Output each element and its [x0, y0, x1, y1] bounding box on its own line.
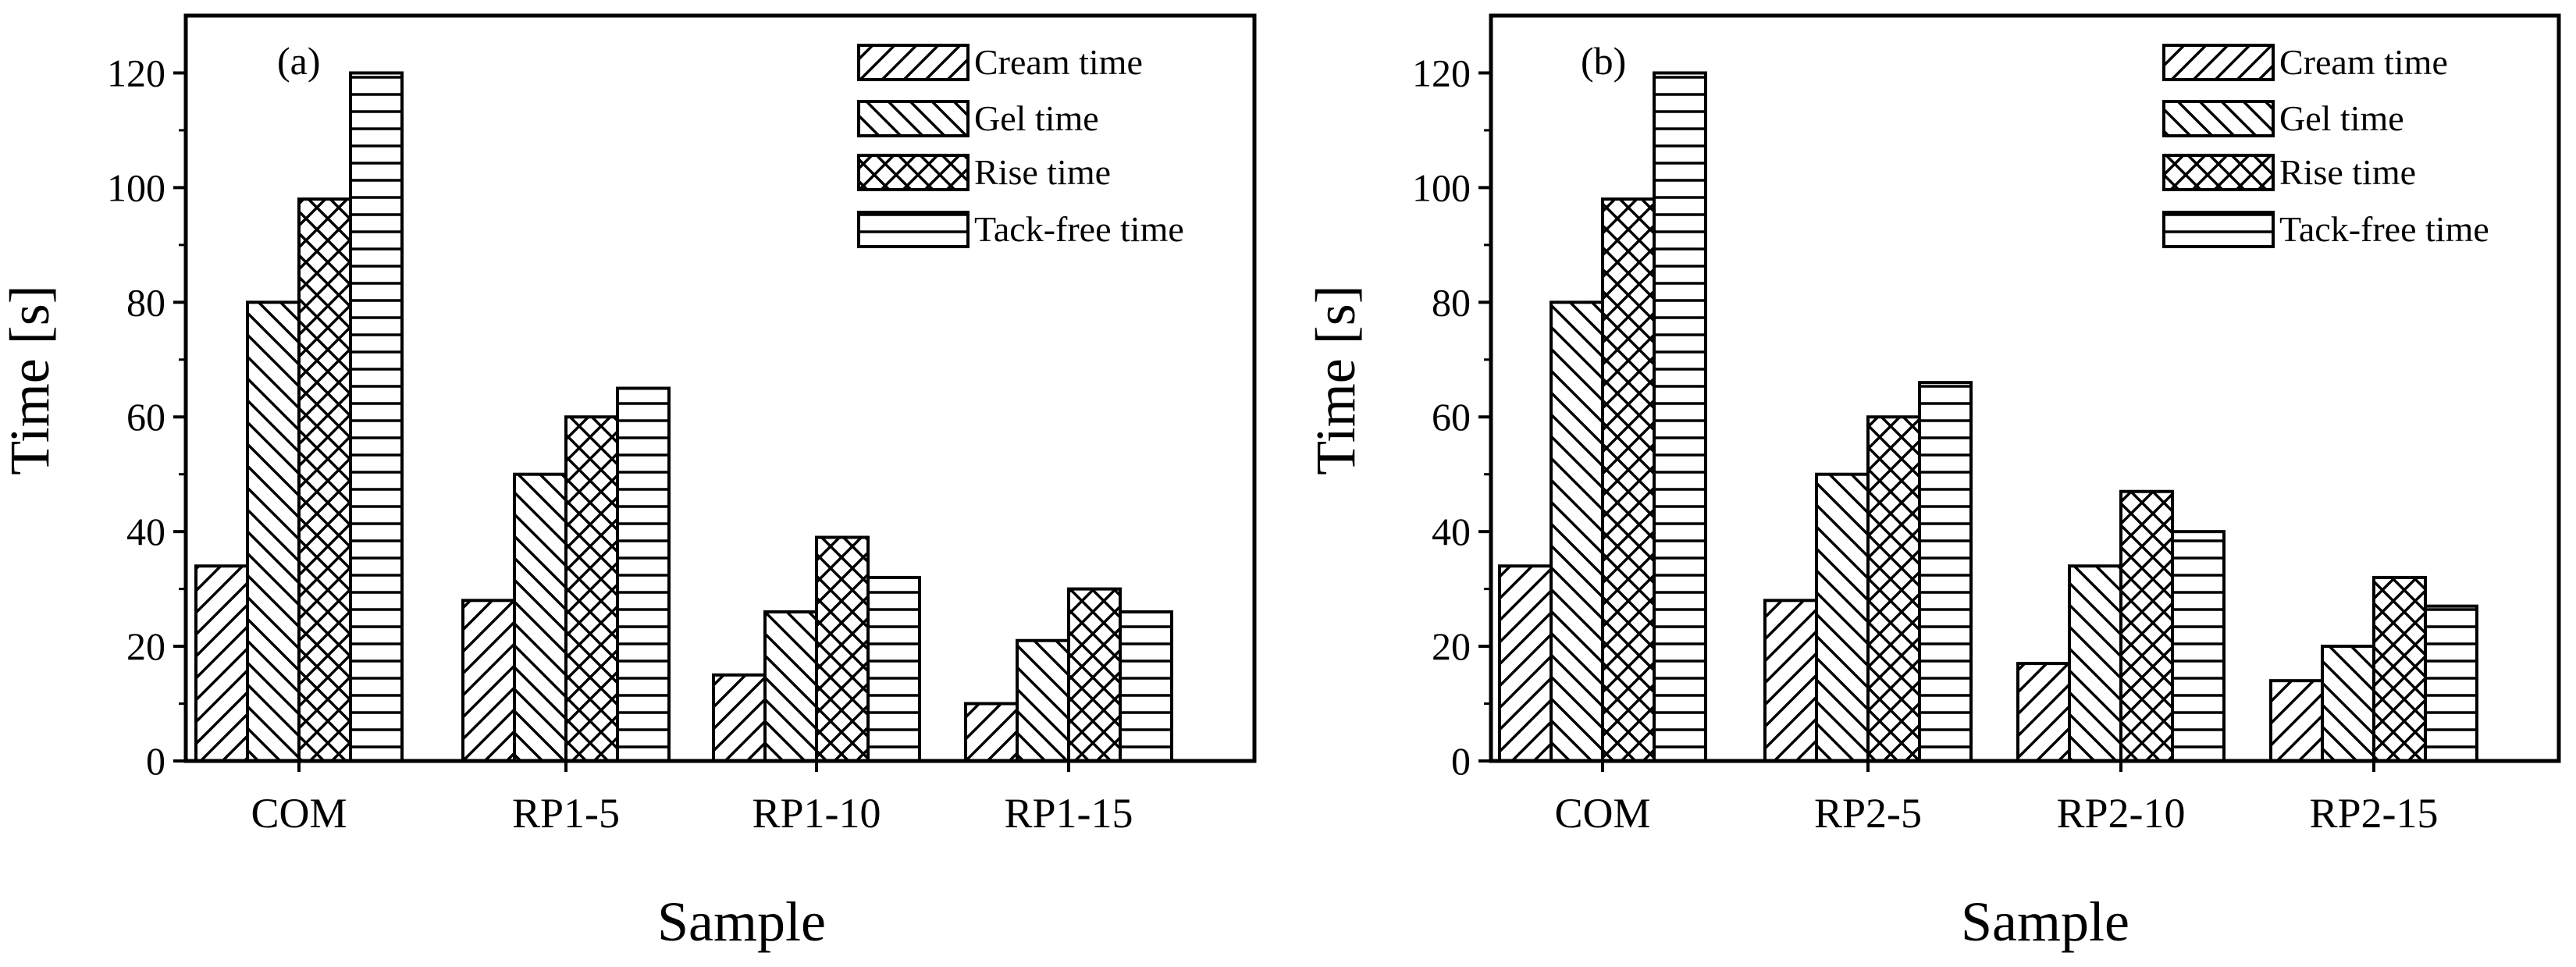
bars — [1498, 71, 2478, 763]
x-tick-label-rp1-5: RP1-5 — [512, 790, 620, 837]
y-tick-label-100: 100 — [1412, 165, 1471, 209]
bar-rp1-15-tack-free-time — [1119, 610, 1173, 763]
y-tick-label-0: 0 — [1451, 739, 1471, 783]
bar-com-cream-time — [1498, 564, 1553, 763]
x-axis-title: Sample — [657, 891, 826, 953]
bar-rp2-15-tack-free-time — [2424, 604, 2478, 763]
y-tick-label-80: 80 — [1432, 280, 1471, 324]
bar-rp1-5-rise-time — [564, 415, 619, 763]
panel-label: (b) — [1581, 39, 1626, 83]
bar-rp1-10-rise-time — [815, 535, 870, 763]
y-tick-label-60: 60 — [1432, 395, 1471, 439]
plot-frame — [183, 13, 1257, 763]
legend-item-tack-free-time: Tack-free time — [2162, 209, 2489, 249]
legend: Cream time Gel time Rise time Tack-free … — [857, 42, 1184, 249]
panel-label: (a) — [277, 39, 321, 83]
bar-com-tack-free-time — [1653, 71, 1707, 763]
legend-label-rise-time: Rise time — [974, 152, 1111, 192]
bar-rp2-5-cream-time — [1763, 599, 1818, 763]
bar-rp1-15-gel-time — [1016, 638, 1070, 763]
bar-rp1-10-cream-time — [712, 673, 767, 763]
bar-rp1-15-cream-time — [964, 702, 1019, 763]
bar-com-cream-time — [194, 564, 249, 763]
legend-item-cream-time: Cream time — [857, 42, 1143, 82]
legend-swatch-cream-time — [2162, 44, 2275, 81]
legend-swatch-cream-time — [857, 44, 970, 81]
y-tick-label-20: 20 — [126, 624, 165, 668]
bar-rp2-10-cream-time — [2016, 662, 2071, 763]
legend-label-rise-time: Rise time — [2279, 152, 2416, 192]
y-tick-label-60: 60 — [126, 395, 165, 439]
x-tick-label-rp1-10: RP1-10 — [752, 790, 881, 837]
bar-rp1-10-gel-time — [763, 610, 818, 763]
y-tick-label-120: 120 — [107, 51, 165, 94]
bar-com-rise-time — [1601, 197, 1656, 763]
legend-swatch-gel-time — [2162, 100, 2275, 137]
bar-rp2-15-cream-time — [2269, 679, 2324, 763]
y-tick-label-0: 0 — [146, 739, 165, 783]
bar-rp1-5-tack-free-time — [616, 386, 671, 763]
y-tick-label-80: 80 — [126, 280, 165, 324]
x-tick-label-rp2-10: RP2-10 — [2056, 790, 2185, 837]
legend-label-gel-time: Gel time — [974, 98, 1099, 138]
legend: Cream time Gel time Rise time Tack-free … — [2162, 42, 2489, 249]
legend-item-rise-time: Rise time — [2162, 152, 2416, 192]
chart-panel-a: Time [s] Sample (a) Cream time Gel time … — [0, 13, 1257, 953]
y-tick-label-20: 20 — [1432, 624, 1471, 668]
legend-label-cream-time: Cream time — [2279, 42, 2448, 82]
plot-frame — [1489, 13, 2561, 763]
bar-rp2-15-gel-time — [2321, 645, 2375, 763]
x-tick-label-rp2-15: RP2-15 — [2309, 790, 2438, 837]
legend-swatch-gel-time — [857, 100, 970, 137]
y-tick-label-40: 40 — [126, 510, 165, 553]
bar-rp2-5-rise-time — [1866, 415, 1921, 763]
y-tick-label-40: 40 — [1432, 510, 1471, 553]
legend-item-rise-time: Rise time — [857, 152, 1111, 192]
legend-item-gel-time: Gel time — [857, 98, 1099, 138]
legend-swatch-rise-time — [2162, 154, 2275, 191]
bar-rp1-15-rise-time — [1067, 587, 1122, 763]
y-axis-title: Time [s] — [1304, 285, 1367, 475]
y-tick-label-100: 100 — [107, 165, 165, 209]
bar-rp2-10-tack-free-time — [2171, 530, 2226, 763]
bar-com-gel-time — [1550, 300, 1604, 763]
chart-panel-b: Time [s] Sample (b) Cream time Gel time … — [1304, 13, 2561, 953]
legend-label-tack-free-time: Tack-free time — [2279, 209, 2489, 249]
legend-item-cream-time: Cream time — [2162, 42, 2448, 82]
legend-label-gel-time: Gel time — [2279, 98, 2404, 138]
legend-item-gel-time: Gel time — [2162, 98, 2404, 138]
bar-com-tack-free-time — [349, 71, 404, 763]
bar-com-rise-time — [297, 197, 352, 763]
legend-swatch-tack-free-time — [857, 211, 970, 248]
x-tick-label-com: COM — [251, 790, 347, 837]
legend-swatch-rise-time — [857, 154, 970, 191]
legend-label-cream-time: Cream time — [974, 42, 1143, 82]
x-tick-label-rp1-15: RP1-15 — [1004, 790, 1133, 837]
x-tick-label-com: COM — [1554, 790, 1650, 837]
x-axis-title: Sample — [1961, 891, 2129, 953]
bar-rp2-5-tack-free-time — [1918, 381, 1973, 763]
x-tick-label-rp2-5: RP2-5 — [1814, 790, 1922, 837]
bar-com-gel-time — [246, 300, 301, 763]
legend-label-tack-free-time: Tack-free time — [974, 209, 1184, 249]
bar-rp2-10-rise-time — [2119, 489, 2174, 763]
bar-rp1-10-tack-free-time — [866, 575, 921, 763]
bar-rp2-15-rise-time — [2372, 575, 2427, 763]
bars — [194, 71, 1173, 763]
bar-rp2-10-gel-time — [2068, 564, 2122, 763]
legend-swatch-tack-free-time — [2162, 211, 2275, 248]
y-tick-label-120: 120 — [1412, 51, 1471, 94]
y-axis-title: Time [s] — [0, 285, 61, 475]
bar-rp2-5-gel-time — [1815, 472, 1870, 763]
bar-rp1-5-gel-time — [513, 472, 568, 763]
bar-rp1-5-cream-time — [461, 599, 516, 763]
legend-item-tack-free-time: Tack-free time — [857, 209, 1184, 249]
